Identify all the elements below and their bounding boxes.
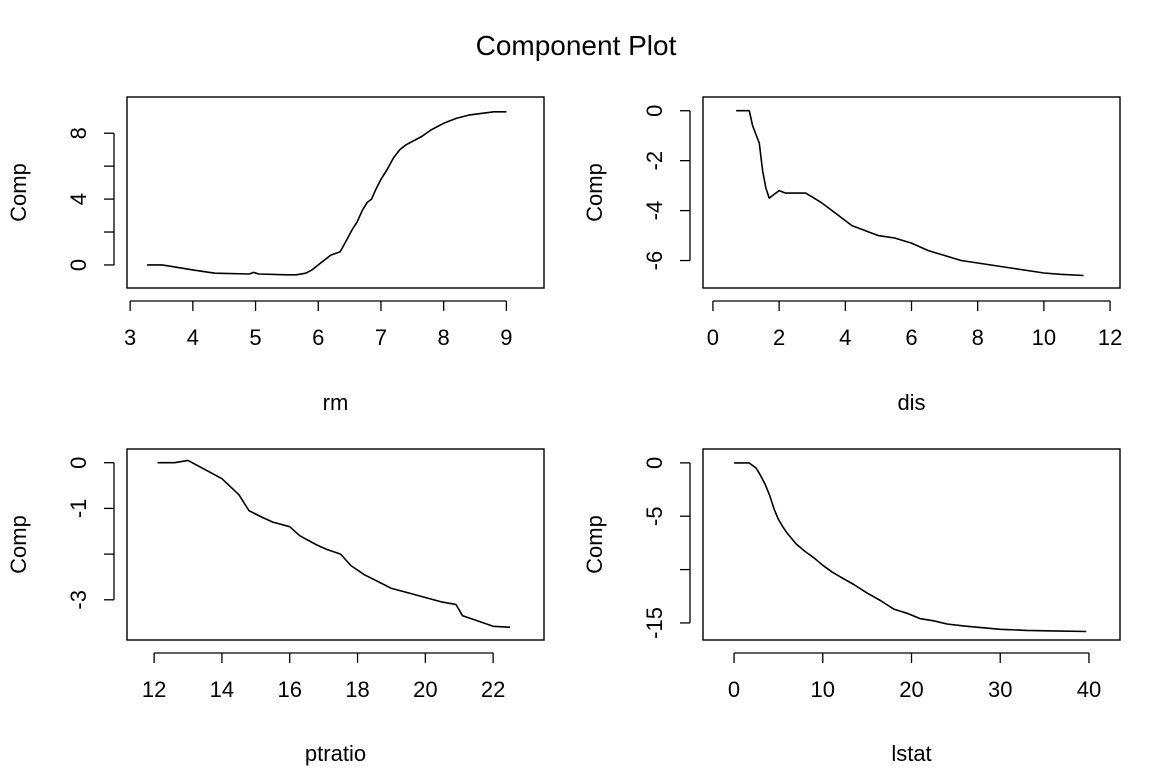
dis-x-tick-label: 8: [972, 325, 984, 350]
rm-x-tick-label: 8: [438, 325, 450, 350]
rm-y-tick-label: 0: [66, 259, 91, 271]
ptratio-x-tick-label: 14: [210, 677, 234, 702]
rm-x-tick-label: 3: [124, 325, 136, 350]
lstat-x-tick-label: 0: [728, 677, 740, 702]
lstat-x-axis-label: lstat: [891, 741, 931, 766]
rm-y-tick-label: 8: [66, 127, 91, 139]
dis-y-tick-label: -6: [642, 251, 667, 271]
rm-plot-frame: [126, 96, 545, 289]
ptratio-x-axis-label: ptratio: [305, 741, 366, 766]
dis-x-tick-label: 2: [773, 325, 785, 350]
dis-component-line: [736, 109, 1084, 277]
rm-x-tick-label: 6: [312, 325, 324, 350]
ptratio-y-tick-label: -3: [66, 590, 91, 610]
dis-x-tick-label: 6: [905, 325, 917, 350]
rm-y-axis-label: Comp: [6, 163, 31, 222]
lstat-y-axis-label: Comp: [582, 515, 607, 574]
ptratio-y-tick-label: 0: [66, 457, 91, 469]
lstat-x-tick-label: 20: [899, 677, 923, 702]
ptratio-y-tick-label: -1: [66, 499, 91, 519]
dis-x-tick-label: 10: [1032, 325, 1056, 350]
lstat-panel: 0 10 20 30 40 0 -5 -15 lstat Comp: [582, 448, 1121, 766]
dis-x-tick-label: 4: [839, 325, 851, 350]
ptratio-x-tick-label: 20: [413, 677, 437, 702]
lstat-y-tick-label: -15: [642, 607, 667, 639]
page-title: Component Plot: [475, 30, 677, 61]
lstat-plot-frame: [702, 448, 1121, 641]
lstat-x-tick-label: 30: [988, 677, 1012, 702]
dis-plot-frame: [702, 96, 1121, 289]
ptratio-x-tick-label: 16: [277, 677, 301, 702]
dis-y-axis-label: Comp: [582, 163, 607, 222]
rm-x-tick-label: 4: [187, 325, 199, 350]
dis-x-tick-label: 12: [1098, 325, 1122, 350]
ptratio-panel: 12 14 16 18 20 22 0 -1 -3 ptratio Comp: [6, 448, 545, 766]
lstat-x-tick-label: 10: [811, 677, 835, 702]
rm-x-tick-label: 9: [500, 325, 512, 350]
dis-y-tick-label: -2: [642, 151, 667, 171]
dis-y-tick-label: 0: [642, 105, 667, 117]
ptratio-x-tick-label: 18: [345, 677, 369, 702]
lstat-y-tick-label: 0: [642, 457, 667, 469]
rm-panel: 3 4 5 6 7 8 9 0 4 8 rm Comp: [6, 96, 545, 415]
rm-y-tick-label: 4: [66, 193, 91, 205]
dis-y-tick-label: -4: [642, 201, 667, 221]
rm-x-tick-label: 7: [375, 325, 387, 350]
lstat-component-line: [734, 462, 1087, 633]
rm-x-tick-label: 5: [249, 325, 261, 350]
rm-component-line: [147, 111, 507, 276]
ptratio-y-axis-label: Comp: [6, 515, 31, 574]
rm-x-axis-label: rm: [323, 390, 349, 415]
ptratio-component-line: [157, 459, 511, 628]
lstat-y-tick-label: -5: [642, 506, 667, 526]
dis-x-tick-label: 0: [707, 325, 719, 350]
ptratio-x-tick-label: 22: [481, 677, 505, 702]
dis-panel: 0 2 4 6 8 10 12 0 -2 -4 -6 dis Comp: [582, 96, 1122, 415]
ptratio-plot-frame: [126, 448, 545, 641]
ptratio-x-tick-label: 12: [142, 677, 166, 702]
lstat-x-tick-label: 40: [1077, 677, 1101, 702]
dis-x-axis-label: dis: [897, 390, 925, 415]
